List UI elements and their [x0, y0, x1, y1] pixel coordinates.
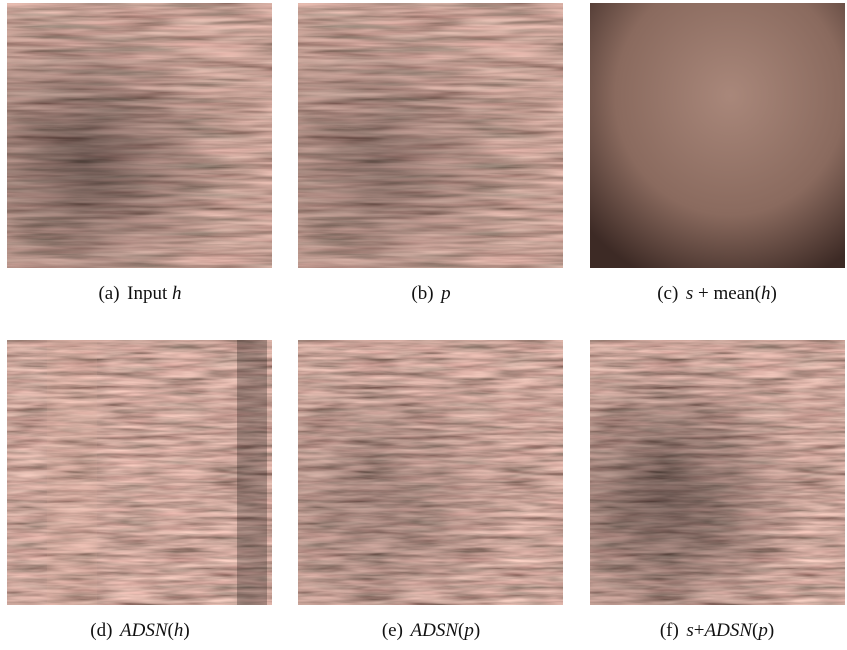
- texture-image: [298, 3, 563, 268]
- caption-text: ): [183, 620, 189, 641]
- texture-image: [7, 3, 272, 268]
- caption-math: p: [441, 283, 451, 304]
- caption-text: ): [770, 283, 776, 304]
- caption-label: (d): [90, 620, 112, 641]
- texture-image: [590, 3, 845, 268]
- caption-label: (b): [411, 283, 433, 304]
- caption-math: s: [686, 620, 693, 641]
- texture-image: [590, 340, 845, 605]
- caption-label: (c): [657, 283, 678, 304]
- caption-text: Input: [127, 283, 172, 304]
- caption: (a) Input h: [0, 283, 290, 305]
- caption-label: (a): [98, 283, 119, 304]
- caption-text: ): [768, 620, 774, 641]
- figure: (a)Input h (b)p (c)s + mean(h) (d)ADSN(h…: [0, 0, 847, 650]
- caption-text: ): [474, 620, 480, 641]
- caption-text: +: [694, 620, 705, 641]
- caption-math: ADSN: [705, 620, 753, 641]
- caption: (c)s + mean(h): [567, 283, 847, 305]
- texture-image: [298, 340, 563, 605]
- caption: (d)ADSN(h): [0, 620, 290, 642]
- texture-image: [7, 340, 272, 605]
- caption-label: (f): [660, 620, 679, 641]
- caption: (b) p: [281, 283, 581, 305]
- caption-label: (e): [382, 620, 403, 641]
- caption: (f)s+ADSN(p): [567, 620, 847, 642]
- caption-math: ADSN: [120, 620, 168, 641]
- caption-math: p: [758, 620, 768, 641]
- caption-math: p: [464, 620, 474, 641]
- caption: (e)ADSN(p): [281, 620, 581, 642]
- caption-math: ADSN: [411, 620, 459, 641]
- caption-text: + mean(: [693, 283, 761, 304]
- caption-math: h: [172, 283, 182, 304]
- caption-math: h: [174, 620, 184, 641]
